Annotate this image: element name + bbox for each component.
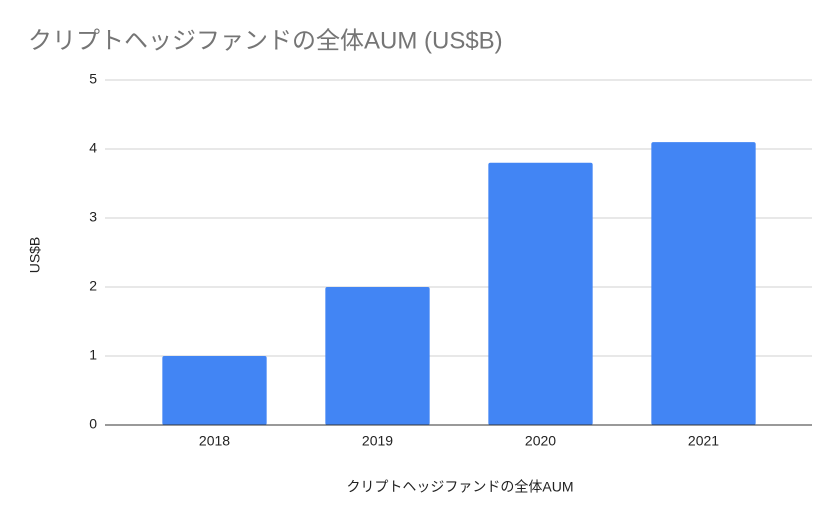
y-tick-label: 4 (89, 140, 97, 156)
bar (325, 287, 430, 425)
x-axis-label: クリプトヘッジファンドの全体AUM (346, 479, 573, 495)
bar (488, 162, 593, 426)
y-tick-label: 2 (89, 278, 97, 294)
bar (162, 356, 267, 425)
chart-title: クリプトヘッジファンドの全体AUM (US$B) (28, 27, 503, 54)
x-tick-label: 2019 (362, 433, 393, 449)
y-tick-label: 1 (89, 347, 97, 363)
bar (651, 142, 756, 425)
y-tick-label: 3 (89, 209, 97, 225)
y-tick-label: 0 (89, 416, 97, 432)
x-tick-label: 2021 (688, 433, 719, 449)
y-tick-label: 5 (89, 71, 97, 87)
y-axis-label: US$B (27, 237, 43, 274)
x-tick-label: 2018 (199, 433, 230, 449)
x-tick-label: 2020 (525, 433, 556, 449)
